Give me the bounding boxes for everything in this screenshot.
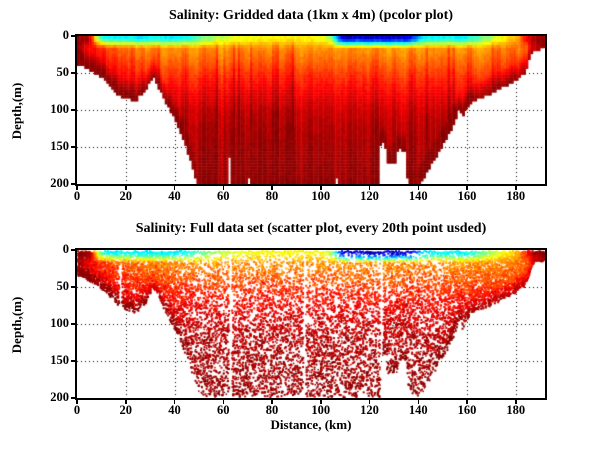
y-tick-label: 200 [50,176,69,190]
y-tick-mark [71,109,75,111]
x-tick-label: 180 [506,189,526,203]
x-tick-mark [76,186,78,190]
x-tick-mark [76,400,78,404]
x-tick-mark [222,400,224,404]
x-tick-label: 160 [457,189,477,203]
x-tick-label: 140 [408,189,428,203]
x-tick-label: 140 [408,403,428,417]
x-tick-mark [320,400,322,404]
x-tick-label: 0 [73,403,81,417]
y-tick-label: 100 [50,316,69,330]
y-tick-label: 0 [62,242,69,256]
x-tick-mark [271,400,273,404]
y-tick-mark [71,360,75,362]
y-tick-label: 150 [50,353,69,367]
x-tick-label: 180 [506,403,526,417]
x-tick-label: 40 [168,189,181,203]
x-tick-mark [368,186,371,190]
x-tick-label: 100 [311,189,331,203]
x-tick-label: 0 [73,189,81,203]
y-tick-mark [71,183,75,185]
y-tick-label: 200 [50,390,69,404]
x-tick-label: 80 [265,189,279,203]
x-tick-mark [173,186,176,190]
x-tick-mark [466,186,468,190]
x-tick-label: 100 [311,403,331,417]
x-tick-mark [125,186,127,190]
x-tick-mark [515,186,517,190]
x-axis-label: Distance, (km) [270,417,352,432]
y-tick-label: 50 [56,279,70,293]
x-tick-label: 120 [360,403,379,417]
x-tick-label: 80 [265,403,279,417]
scatter-canvas [77,250,545,398]
x-tick-mark [417,186,419,190]
scatter-plot-area [75,248,547,400]
pcolor-canvas [77,36,545,184]
pcolor-plot-area [75,34,547,186]
x-tick-mark [466,400,468,404]
y-tick-label: 0 [62,28,69,42]
y-tick-mark [71,146,75,148]
y-tick-mark [71,35,75,37]
x-tick-label: 160 [457,403,477,417]
x-tick-label: 120 [360,189,379,203]
y-tick-label: 150 [50,139,69,153]
x-tick-mark [125,400,127,404]
y-tick-label: 100 [50,102,69,116]
x-tick-mark [222,186,224,190]
scatter-ylabel: Depth,(m) [9,296,24,354]
y-tick-mark [71,72,75,74]
scatter-title: Salinity: Full data set (scatter plot, e… [135,221,487,236]
x-tick-label: 40 [168,403,181,417]
x-tick-mark [271,186,273,190]
pcolor-title: Salinity: Gridded data (1km x 4m) (pcolo… [168,8,454,23]
x-tick-mark [417,400,419,404]
x-tick-label: 60 [217,189,230,203]
x-tick-mark [368,400,371,404]
y-tick-mark [71,323,75,325]
pcolor-ylabel: Depth,(m) [9,82,24,140]
y-tick-mark [71,286,75,288]
x-tick-label: 20 [119,403,133,417]
y-tick-mark [71,397,75,399]
y-tick-mark [71,249,75,251]
x-tick-mark [320,186,322,190]
x-tick-label: 20 [119,189,133,203]
x-tick-label: 60 [217,403,230,417]
x-tick-mark [173,400,176,404]
y-tick-label: 50 [56,65,70,79]
x-tick-mark [515,400,517,404]
